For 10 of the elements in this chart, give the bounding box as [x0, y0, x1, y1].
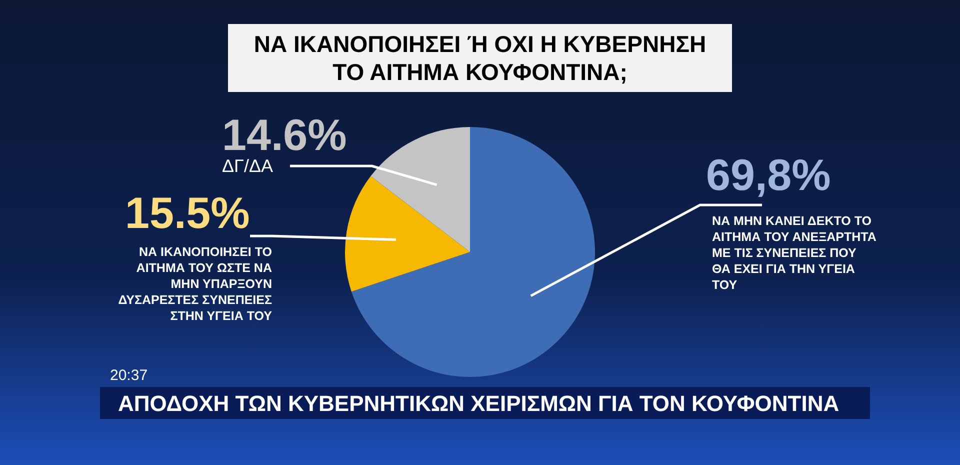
- pie-slice: [345, 176, 470, 292]
- pie-slice: [370, 127, 470, 252]
- data-label: 69,8%: [706, 151, 831, 200]
- slice-label: ΝΑ ΜΗΝ ΚΑΝΕΙ ΔΕΚΤΟ ΤΟ ΑΙΤΗΜΑ ΤΟΥ ΑΝΕΞΑΡΤΗΤΑ ΜΕ ΤΙΣ ΣΥΝΕΠΕΙΕΣ ΠΟΥ ΘΑ ΕΧΕΙ ΓΙΑ ΤΗΝ ΥΓΕΙΑ ΤΟΥ: [712, 214, 876, 292]
- data-label: 15.5%: [125, 189, 250, 238]
- slice-label: ΝΑ ΙΚΑΝΟΠΟΙΗΣΕΙ ΤΟ ΑΙΤΗΜΑ ΤΟΥ ΩΣΤΕ ΝΑ ΜΗΝ ΥΠΑΡΞΟΥΝ ΔΥΣΑΡΕΣΤΕΣ ΣΥΝΕΠΕΙΕΣ ΣΤΗΝ ΥΓΕΙΑ ΤΟΥ: [118, 245, 273, 323]
- chart-title: ΝΑ ΙΚΑΝΟΠΟΙΗΣΕΙ Ή ΟΧΙ Η ΚΥΒΕΡΝΗΣΗ ΤΟ ΑΙΤΗΜΑ ΚΟΥΦΟΝΤΙΝΑ;: [254, 31, 706, 85]
- pie-slice: [351, 127, 595, 377]
- text: ΑΠΟΔΟΧΗ ΤΩΝ ΚΥΒΕΡΝΗΤΙΚΩΝ ΧΕΙΡΙΣΜΩΝ ΓΙΑ ΤΟΝ ΚΟΥΦΟΝΤΙΝΑ: [118, 391, 840, 416]
- text: 20:37: [110, 367, 148, 384]
